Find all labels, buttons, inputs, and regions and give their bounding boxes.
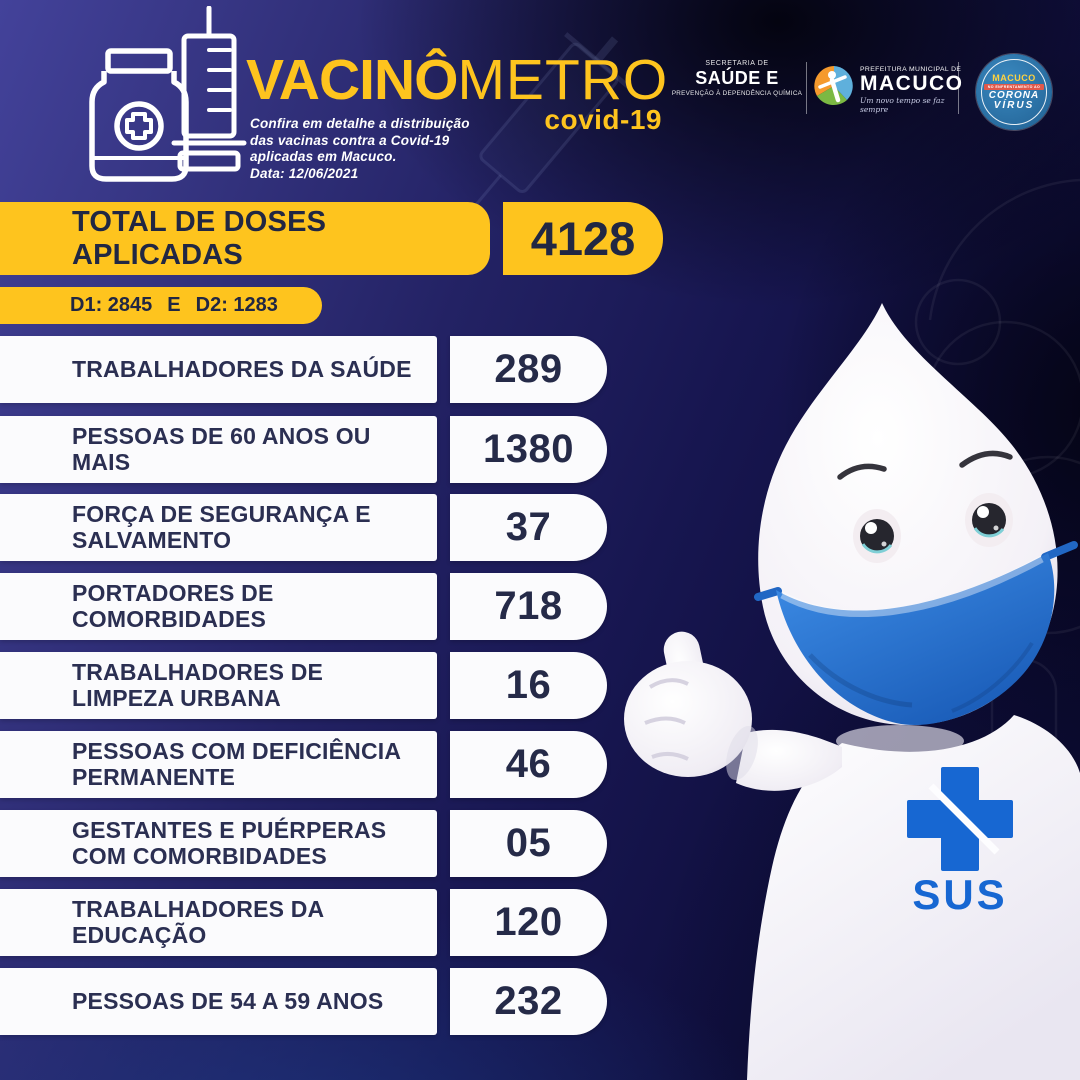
mascot-eyebrow-left — [837, 463, 887, 480]
secretaria-main-text: SAÚDE E — [695, 68, 779, 88]
category-label-line: TRABALHADORES DA SAÚDE — [72, 355, 412, 382]
total-doses-label: TOTAL DE DOSES APLICADAS — [72, 205, 327, 271]
category-label-line: PESSOAS DE 60 ANOS OU MAIS — [72, 423, 371, 475]
d2-count: D2: 1283 — [195, 294, 278, 316]
category-row: PESSOAS DE 54 A 59 ANOS 232 — [0, 968, 1080, 1035]
description-line: Data: 12/06/2021 — [250, 165, 359, 181]
category-label-line: SALVAMENTO — [72, 526, 232, 553]
category-row: GESTANTES E PUÉRPERAS COM COMORBIDADES 05 — [0, 810, 1080, 877]
category-value: 46 — [505, 742, 552, 786]
category-label-box: FORÇA DE SEGURANÇA E SALVAMENTO — [0, 494, 437, 561]
category-label-line: EDUCAÇÃO — [72, 921, 207, 948]
category-value: 05 — [505, 821, 552, 865]
category-label-line: PESSOAS COM DEFICIÊNCIA — [72, 738, 402, 764]
category-value-box: 232 — [450, 968, 607, 1035]
category-label-line: GESTANTES E PUÉRPERAS — [72, 817, 387, 843]
description-line: Confira em detalhe a distribuição — [250, 116, 470, 131]
mascot-thumbs-up — [624, 631, 842, 791]
category-value-box: 718 — [450, 573, 607, 640]
prefeitura-main-text: MACUCO — [860, 72, 964, 95]
category-label-line: PORTADORES DE — [72, 580, 274, 606]
sus-logo: SUS — [907, 767, 1013, 918]
category-label-box: TRABALHADORES DE LIMPEZA URBANA — [0, 652, 437, 719]
prefeitura-macuco-emblem — [814, 66, 853, 106]
category-label-line: FORÇA DE SEGURANÇA E — [72, 501, 371, 527]
category-row: TRABALHADORES DA SAÚDE 289 — [0, 336, 1080, 403]
prefeitura-top-text: PREFEITURA MUNICIPAL DE — [860, 66, 962, 73]
category-value-box: 05 — [450, 810, 607, 877]
description-line: aplicadas em Macuco. — [250, 149, 397, 164]
category-row: PORTADORES DE COMORBIDADES 718 — [0, 573, 1080, 640]
category-label-box: GESTANTES E PUÉRPERAS COM COMORBIDADES — [0, 810, 437, 877]
prefeitura-tagline: Um novo tempo se faz sempre — [860, 96, 945, 114]
logo-divider — [806, 62, 807, 114]
total-doses-value-box: 4128 — [503, 202, 663, 275]
category-row: PESSOAS DE 60 ANOS OU MAIS 1380 — [0, 416, 1080, 483]
category-label-box: PESSOAS COM DEFICIÊNCIA PERMANENTE — [0, 731, 437, 798]
category-value: 1380 — [483, 427, 574, 471]
category-label-line: COMORBIDADES — [72, 605, 267, 632]
coronavirus-badge: MACUCO NO ENFRENTAMENTO AO CORONA VÍRUS — [976, 54, 1052, 130]
category-label-line: PERMANENTE — [72, 763, 236, 790]
category-value: 37 — [505, 505, 552, 549]
category-row: TRABALHADORES DA EDUCAÇÃO 120 — [0, 889, 1080, 956]
logo-divider — [958, 62, 959, 114]
title-light-part: METRO — [457, 48, 669, 112]
category-value: 718 — [494, 584, 563, 628]
category-value: 16 — [505, 663, 552, 707]
sus-logo-text: SUS — [912, 871, 1007, 918]
description-text: Confira em detalhe a distribuição das va… — [250, 116, 470, 182]
category-value: 232 — [494, 979, 563, 1023]
category-value-box: 46 — [450, 731, 607, 798]
covid-19-badge: covid-19 — [544, 104, 662, 135]
page-title: VACINÔMETRO — [246, 52, 668, 109]
category-value-box: 37 — [450, 494, 607, 561]
mascot-eye-right — [965, 493, 1013, 547]
category-row: PESSOAS COM DEFICIÊNCIA PERMANENTE 46 — [0, 731, 1080, 798]
dose-conjunction: E — [167, 294, 181, 316]
category-value-box: 16 — [450, 652, 607, 719]
category-label-line: PESSOAS DE 54 A 59 ANOS — [72, 987, 384, 1014]
total-doses-value: 4128 — [530, 212, 636, 265]
mascot-eye-left — [853, 509, 901, 563]
dose-breakdown-pill: D1: 2845 E D2: 1283 — [0, 287, 322, 324]
total-doses-banner: TOTAL DE DOSES APLICADAS — [0, 202, 490, 275]
category-label-box: PESSOAS DE 60 ANOS OU MAIS — [0, 416, 437, 483]
mascot-eyebrow-right — [959, 450, 1013, 468]
secretaria-saude-logo: SECRETARIA DE SAÚDE E PREVENÇÃO À DEPEND… — [668, 60, 806, 97]
badge-band-text: NO ENFRENTAMENTO AO — [983, 84, 1045, 90]
category-label-line: TRABALHADORES DE — [72, 659, 324, 685]
coronavirus-badge-ring: MACUCO NO ENFRENTAMENTO AO CORONA VÍRUS — [981, 59, 1047, 125]
category-value: 120 — [494, 900, 563, 944]
category-label-line: COM COMORBIDADES — [72, 842, 327, 869]
category-value: 289 — [494, 347, 563, 391]
secretaria-bottom-text: PREVENÇÃO À DEPENDÊNCIA QUÍMICA — [671, 90, 803, 97]
secretaria-top-text: SECRETARIA DE — [705, 60, 769, 67]
prefeitura-macuco-logo: PREFEITURA MUNICIPAL DE MACUCO Um novo t… — [860, 66, 972, 114]
badge-macuco-text: MACUCO — [992, 73, 1036, 83]
category-label-line: TRABALHADORES DA — [72, 896, 325, 922]
category-label-box: PORTADORES DE COMORBIDADES — [0, 573, 437, 640]
ze-gotinha-mascot: SUS — [624, 303, 1080, 1080]
category-row: FORÇA DE SEGURANÇA E SALVAMENTO 37 — [0, 494, 1080, 561]
title-bold-part: VACINÔ — [246, 48, 458, 112]
badge-virus-text: VÍRUS — [993, 100, 1035, 111]
category-value-box: 120 — [450, 889, 607, 956]
category-value-box: 289 — [450, 336, 607, 403]
description-line: das vacinas contra a Covid-19 — [250, 132, 450, 148]
d1-count: D1: 2845 — [70, 294, 153, 316]
category-value-box: 1380 — [450, 416, 607, 483]
category-row: TRABALHADORES DE LIMPEZA URBANA 16 — [0, 652, 1080, 719]
category-label-box: PESSOAS DE 54 A 59 ANOS — [0, 968, 437, 1035]
category-label-box: TRABALHADORES DA SAÚDE — [0, 336, 437, 403]
category-label-box: TRABALHADORES DA EDUCAÇÃO — [0, 889, 437, 956]
mascot-face-mask — [754, 541, 1078, 725]
category-label-line: LIMPEZA URBANA — [72, 684, 281, 711]
badge-corona-text: CORONA — [988, 90, 1040, 101]
syringe-icon — [171, 6, 247, 172]
